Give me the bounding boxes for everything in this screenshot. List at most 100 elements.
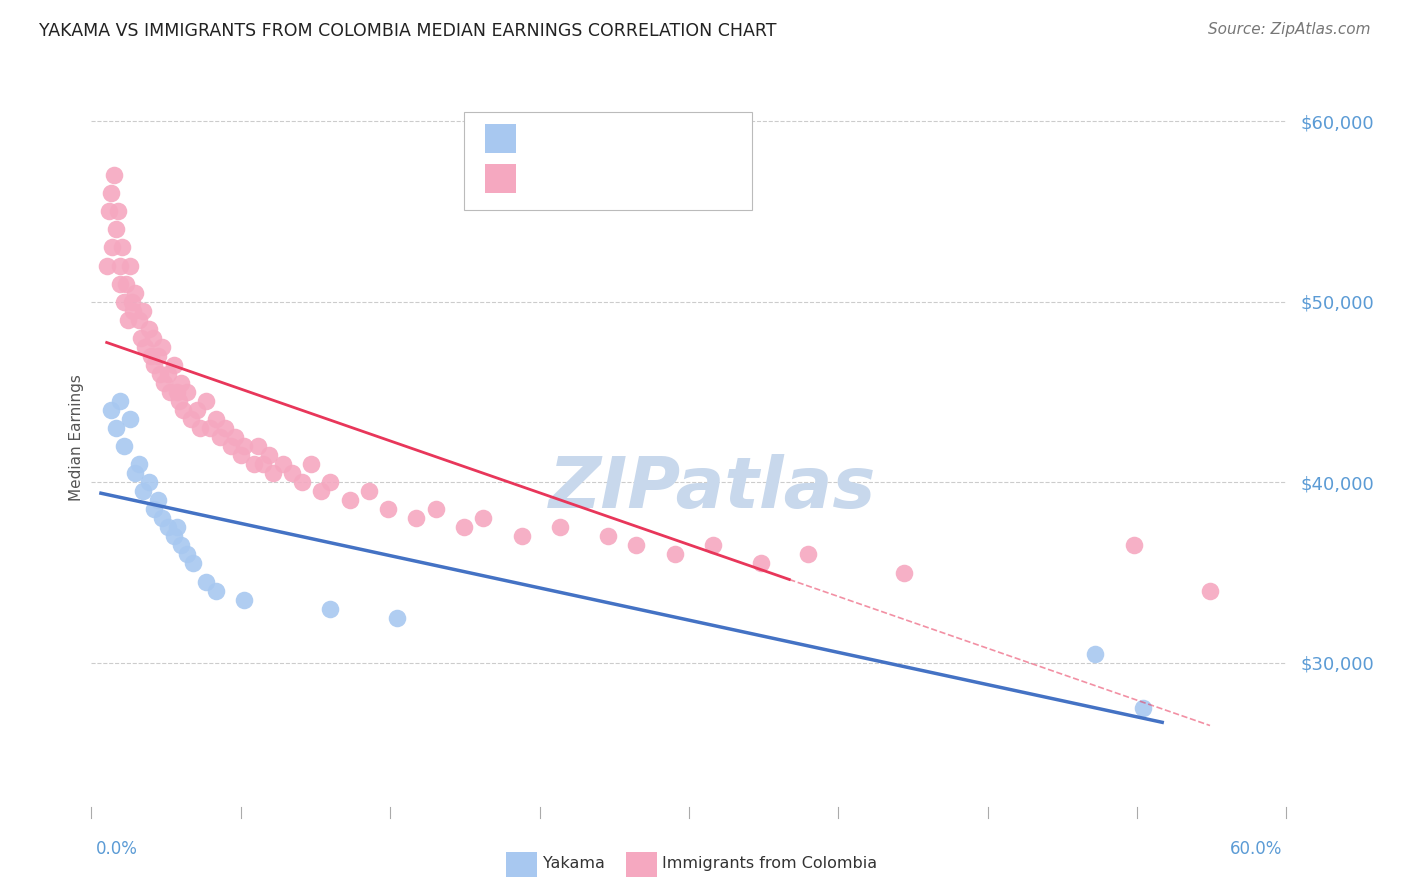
Point (118, 412, 141, 426)
Point (105, 222, 128, 236)
Point (121, 294, 143, 309)
Text: N = 78: N = 78 (654, 169, 711, 187)
Text: R = -0.574: R = -0.574 (524, 129, 613, 147)
Point (319, 601, 342, 615)
Point (749, 557, 772, 571)
Point (156, 520, 179, 534)
Point (195, 394, 218, 409)
Point (153, 376, 176, 390)
Point (262, 466, 284, 480)
Point (117, 312, 139, 326)
Point (1122, 538, 1144, 552)
Point (257, 448, 280, 462)
Point (103, 168, 125, 182)
Point (108, 394, 131, 409)
Point (204, 583, 226, 598)
Point (176, 384, 198, 399)
Point (138, 475, 160, 490)
Point (548, 520, 571, 534)
Text: ZIPatlas: ZIPatlas (550, 454, 876, 524)
Point (377, 502, 399, 516)
Point (105, 421, 128, 435)
Point (1084, 647, 1107, 661)
Point (1132, 701, 1154, 715)
Point (100, 186, 122, 201)
Y-axis label: Median Earnings: Median Earnings (69, 374, 84, 500)
Point (281, 466, 304, 480)
Point (1199, 583, 1222, 598)
Point (112, 294, 135, 309)
Point (252, 457, 274, 471)
Point (172, 403, 194, 417)
Point (128, 457, 150, 471)
Point (108, 277, 131, 291)
Point (143, 358, 166, 372)
Point (156, 367, 179, 381)
Point (190, 421, 212, 435)
Point (626, 538, 648, 552)
Point (169, 394, 191, 409)
Point (143, 502, 166, 516)
Text: Source: ZipAtlas.com: Source: ZipAtlas.com (1208, 22, 1371, 37)
Point (453, 520, 475, 534)
Point (387, 610, 409, 624)
Point (138, 322, 160, 336)
Point (357, 484, 380, 499)
Point (797, 548, 820, 562)
Point (299, 457, 322, 471)
Point (166, 520, 188, 534)
Point (702, 538, 724, 552)
Point (114, 277, 136, 291)
Point (208, 430, 231, 444)
Point (149, 367, 172, 381)
Text: R = -0.270: R = -0.270 (524, 169, 613, 187)
Point (180, 412, 202, 426)
Point (150, 340, 173, 354)
Point (162, 529, 184, 543)
Point (124, 466, 146, 480)
Point (214, 421, 236, 435)
Point (132, 303, 155, 318)
Point (129, 331, 152, 345)
Point (664, 548, 686, 562)
Point (233, 439, 256, 453)
Point (319, 475, 342, 490)
Point (111, 240, 134, 254)
Point (139, 349, 162, 363)
Point (124, 285, 146, 300)
Point (204, 412, 226, 426)
Point (596, 529, 619, 543)
Point (198, 421, 221, 435)
Point (224, 430, 246, 444)
Point (219, 439, 242, 453)
Point (510, 529, 533, 543)
Point (405, 511, 427, 525)
Point (97, 204, 120, 219)
Point (148, 349, 170, 363)
Point (246, 439, 269, 453)
Point (96, 259, 118, 273)
Text: N = 25: N = 25 (654, 129, 711, 147)
Point (170, 538, 193, 552)
Point (108, 259, 131, 273)
Point (271, 457, 294, 471)
Point (132, 484, 155, 499)
Text: Immigrants from Colombia: Immigrants from Colombia (662, 856, 877, 871)
Text: 60.0%: 60.0% (1230, 840, 1282, 858)
Point (118, 259, 141, 273)
Point (107, 204, 129, 219)
Point (176, 548, 198, 562)
Point (122, 303, 145, 318)
Point (166, 384, 188, 399)
Point (181, 557, 204, 571)
Point (309, 484, 332, 499)
Point (150, 511, 173, 525)
Point (162, 358, 184, 372)
Point (893, 566, 915, 580)
Point (233, 592, 256, 607)
Point (186, 403, 208, 417)
Point (142, 331, 165, 345)
Text: YAKAMA VS IMMIGRANTS FROM COLOMBIA MEDIAN EARNINGS CORRELATION CHART: YAKAMA VS IMMIGRANTS FROM COLOMBIA MEDIA… (39, 22, 778, 40)
Point (159, 384, 181, 399)
Point (128, 312, 150, 326)
